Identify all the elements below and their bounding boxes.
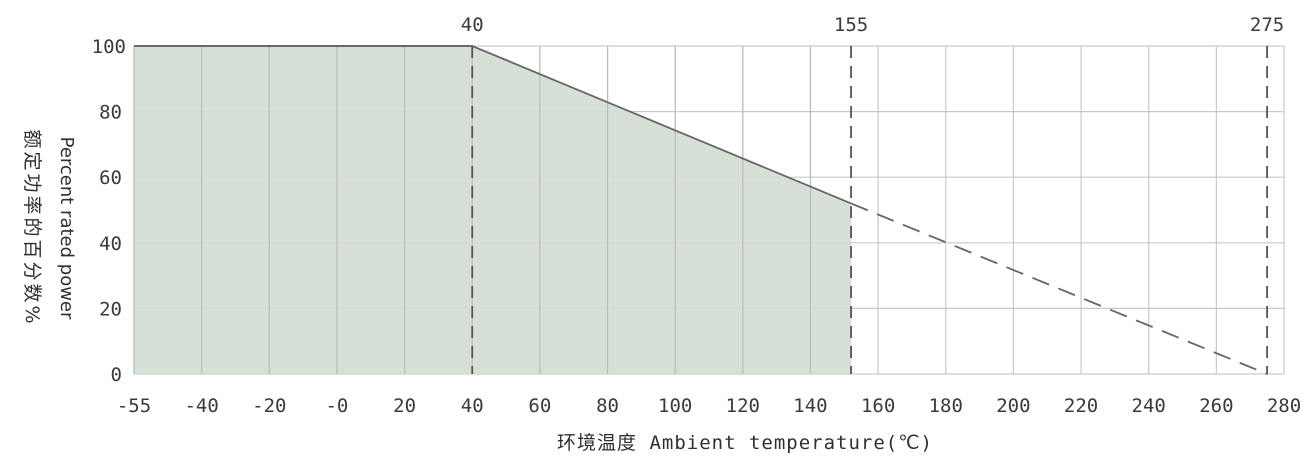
x-axis-title: 环境温度 Ambient temperature(℃) (557, 432, 933, 454)
y-tick-label: 80 (99, 102, 122, 124)
y-axis-title-zh: 额定功率的百分数% (21, 129, 43, 326)
x-tick-label: 220 (1064, 395, 1098, 417)
x-tick-label: 240 (1132, 395, 1166, 417)
y-tick-label: 100 (92, 36, 126, 58)
x-tick-label: -55 (117, 395, 151, 417)
x-tick-label: -40 (184, 395, 218, 417)
y-tick-label: 20 (99, 298, 122, 320)
derating-line-extended (850, 202, 1268, 375)
x-axis-ticks: -55 -40 -20 -0 20 40 60 80 100 120 140 160 180 200 220… (117, 395, 1301, 417)
x-tick-label: 100 (658, 395, 692, 417)
top-marker-label: 275 (1250, 14, 1284, 36)
x-tick-label: 40 (461, 395, 484, 417)
x-tick-label: 260 (1199, 395, 1233, 417)
y-tick-label: 0 (111, 364, 122, 386)
x-tick-label: 280 (1267, 395, 1301, 417)
top-marker-label: 155 (834, 14, 868, 36)
top-marker-labels: 40 155 275 (461, 14, 1284, 36)
x-tick-label: 120 (726, 395, 760, 417)
x-tick-label: 20 (393, 395, 416, 417)
y-tick-label: 40 (99, 233, 122, 255)
derating-curve (133, 45, 1268, 375)
x-tick-label: -20 (252, 395, 286, 417)
x-tick-label: -0 (325, 395, 348, 417)
safe-operating-area (134, 46, 852, 374)
x-tick-label: 80 (596, 395, 619, 417)
y-axis-ticks: 100 80 60 40 20 0 (92, 36, 126, 386)
y-axis-title-en: Percent rated power (56, 137, 77, 320)
top-marker-label: 40 (461, 14, 484, 36)
x-tick-label: 140 (793, 395, 827, 417)
x-tick-label: 200 (996, 395, 1030, 417)
x-tick-label: 60 (528, 395, 551, 417)
x-tick-label: 180 (929, 395, 963, 417)
y-tick-label: 60 (99, 167, 122, 189)
x-tick-label: 160 (861, 395, 895, 417)
